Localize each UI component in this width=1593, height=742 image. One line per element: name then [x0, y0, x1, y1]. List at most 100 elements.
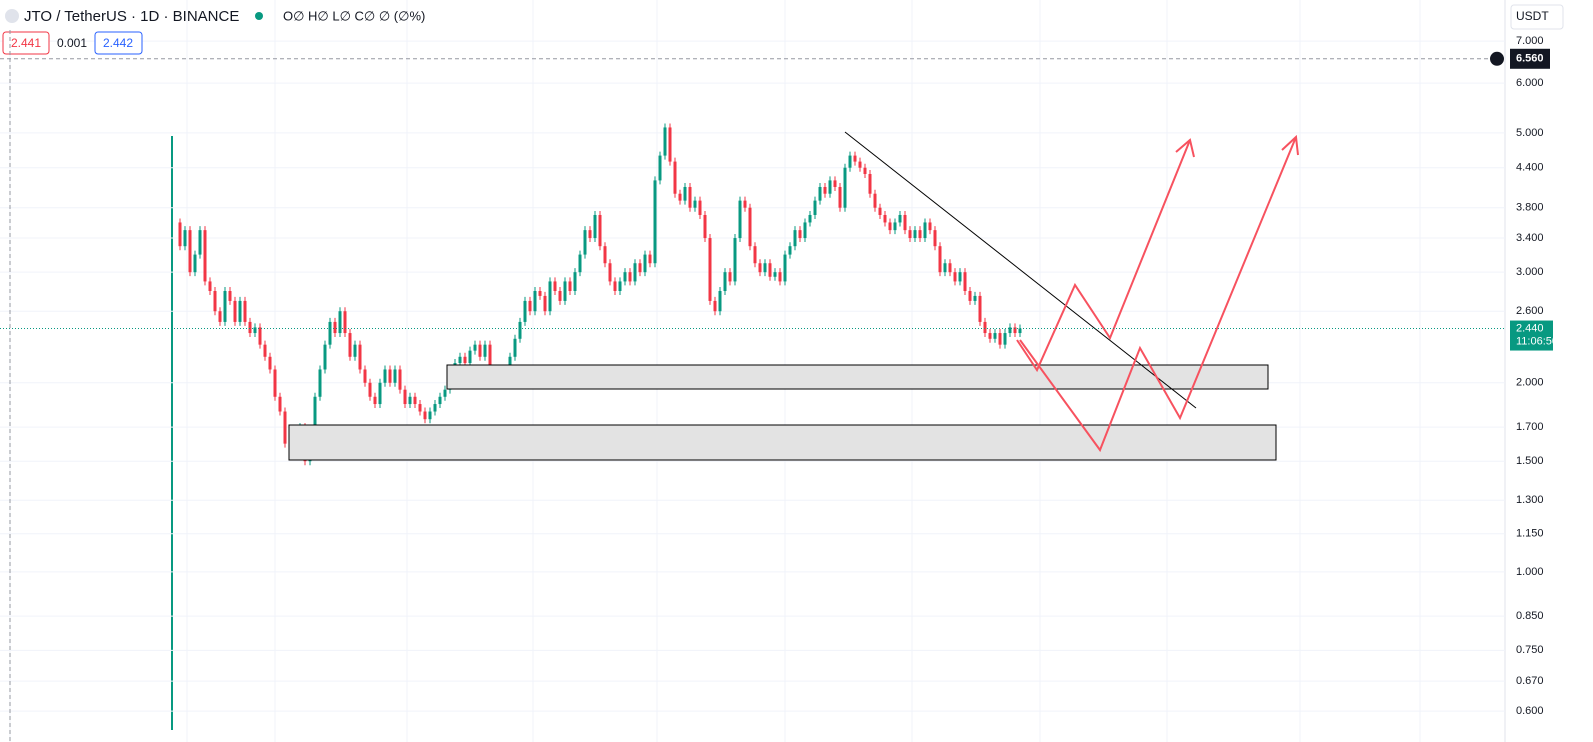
market-status	[255, 12, 263, 20]
candle-body	[488, 344, 492, 370]
candle-body	[523, 300, 527, 322]
candle-body	[513, 338, 517, 357]
candle-body	[638, 263, 642, 273]
candle-body	[538, 291, 542, 296]
candle-body	[728, 272, 732, 282]
candle-body	[358, 344, 362, 370]
candle-body	[823, 186, 827, 194]
candle-body	[473, 344, 477, 351]
candle-body	[893, 222, 897, 231]
y-tick-label: 0.600	[1516, 705, 1544, 717]
candle-body	[663, 127, 667, 156]
candle-body	[178, 222, 182, 247]
candle-body	[213, 291, 217, 312]
candle-body	[703, 214, 707, 239]
candle-body	[183, 230, 187, 247]
candle-body	[743, 200, 747, 208]
candle-body	[758, 263, 762, 273]
candle-body	[668, 127, 672, 162]
candle-body	[603, 246, 607, 264]
candle-body	[723, 272, 727, 292]
trend-line	[844, 131, 1197, 409]
candle-body	[868, 173, 872, 194]
candle-body	[368, 382, 372, 397]
candle-body	[718, 291, 722, 312]
last-price-bg	[1510, 320, 1553, 351]
candle-body	[483, 344, 487, 357]
candle-body	[403, 389, 407, 405]
y-tick-label: 3.000	[1516, 266, 1544, 278]
candle-body	[278, 396, 282, 412]
candle-body	[878, 207, 882, 215]
candle-body	[653, 180, 657, 264]
candle-body	[238, 300, 242, 322]
candle-body	[963, 272, 967, 292]
currency[interactable]: USDT	[1516, 9, 1549, 23]
candle-body	[798, 230, 802, 239]
ohlc-legend: O∅ H∅ L∅ C∅ ∅ (∅%)	[283, 8, 425, 23]
candle-body	[378, 382, 382, 405]
candle-body	[548, 281, 552, 312]
candle-body	[543, 295, 547, 312]
candle-body	[533, 291, 537, 312]
candle-body	[618, 281, 622, 292]
candle-body	[423, 411, 427, 420]
candle-body	[788, 246, 792, 255]
y-tick-label: 1.000	[1516, 566, 1544, 578]
candle-body	[953, 272, 957, 282]
candle-body	[928, 222, 932, 231]
ask-price[interactable]: 2.442	[103, 36, 133, 50]
symbol-title[interactable]: JTO / TetherUS · 1D · BINANCE	[24, 8, 239, 25]
candle-body	[588, 230, 592, 239]
candle-body	[388, 369, 392, 383]
candle-body	[398, 369, 402, 390]
candle-body	[713, 300, 717, 312]
candle-body	[793, 230, 797, 247]
candle-body	[218, 311, 222, 322]
candle-body	[593, 214, 597, 239]
y-tick-label: 2.600	[1516, 305, 1544, 317]
candle-body	[528, 300, 532, 312]
sell-button[interactable]	[2, 31, 50, 55]
candle-body	[373, 396, 377, 405]
y-tick-label: 1.500	[1516, 455, 1544, 467]
candle-body	[343, 311, 347, 334]
candle-body	[768, 263, 772, 277]
candle-body	[468, 350, 472, 364]
candle-body	[338, 311, 342, 334]
candle-body	[273, 369, 277, 397]
candle-body	[933, 230, 937, 247]
symbol-logo[interactable]	[5, 9, 19, 23]
candle-body	[258, 327, 262, 345]
arrow-head	[1281, 134, 1299, 156]
candle-body	[413, 396, 417, 405]
candle-body	[818, 186, 822, 201]
candle-body	[698, 200, 702, 215]
candle-body	[268, 356, 272, 370]
candle-body	[583, 230, 587, 255]
candle-body	[228, 291, 232, 301]
y-tick-label: 1.300	[1516, 494, 1544, 506]
candle-body	[763, 263, 767, 273]
candle-body	[783, 254, 787, 282]
add-button[interactable]	[1490, 51, 1504, 66]
candle-body	[873, 193, 877, 208]
candle-body	[608, 263, 612, 282]
candle-body	[393, 369, 397, 383]
bid-price[interactable]: 2.441	[11, 36, 41, 50]
candle-body	[733, 238, 737, 282]
currency-select[interactable]	[1510, 4, 1564, 30]
candle-body	[188, 230, 192, 273]
candle-body	[458, 356, 462, 364]
candle-body	[778, 272, 782, 282]
y-tick-label: 7.000	[1516, 35, 1544, 47]
candle-body	[918, 230, 922, 239]
candle-body	[903, 214, 907, 231]
candle-body	[738, 200, 742, 239]
candle-body	[323, 344, 327, 370]
buy-button[interactable]	[94, 31, 143, 55]
y-tick-label: 4.400	[1516, 162, 1544, 174]
candle-body	[443, 389, 447, 397]
candle-body	[553, 281, 557, 292]
